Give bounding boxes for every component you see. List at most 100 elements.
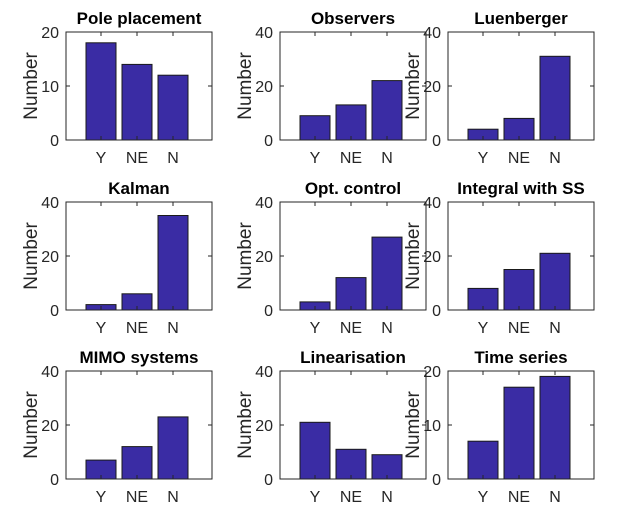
x-tick-label-y: Y xyxy=(310,320,321,337)
x-tick-label-y: Y xyxy=(478,320,489,337)
y-tick-label: 20 xyxy=(255,249,273,266)
y-tick-label: 40 xyxy=(255,195,273,212)
x-tick-label-ne: NE xyxy=(508,150,530,167)
subplot-3: 0 20 40 Y NE N Kalman Number xyxy=(21,179,213,337)
y-tick-label: 0 xyxy=(432,303,441,320)
bar-ne xyxy=(503,269,535,311)
x-tick-label-n: N xyxy=(549,320,561,337)
bar-n xyxy=(539,375,571,480)
y-tick-label: 0 xyxy=(264,472,273,489)
bar-n xyxy=(539,252,571,311)
bar-ne xyxy=(335,448,367,480)
x-tick-label-y: Y xyxy=(96,150,107,167)
y-axis-label: Number xyxy=(403,391,424,459)
x-tick-label-n: N xyxy=(167,489,179,506)
bar-n xyxy=(539,55,571,141)
y-tick-label: 20 xyxy=(41,249,59,266)
bar-ne xyxy=(121,446,153,480)
y-axis-label: Number xyxy=(403,52,424,120)
bar-y xyxy=(299,421,331,480)
x-tick-label-n: N xyxy=(549,150,561,167)
y-tick-label: 0 xyxy=(50,303,59,320)
x-tick-label-y: Y xyxy=(478,489,489,506)
x-tick-label-ne: NE xyxy=(126,489,148,506)
y-axis-label: Number xyxy=(21,391,42,459)
y-axis-label: Number xyxy=(21,222,42,290)
bar-ne xyxy=(335,104,367,141)
bar-n xyxy=(157,416,189,480)
x-tick-label-n: N xyxy=(381,150,393,167)
bar-ne xyxy=(121,63,153,141)
y-axis-label: Number xyxy=(403,222,424,290)
bar-ne xyxy=(335,277,367,311)
y-tick-label: 10 xyxy=(41,79,59,96)
subplot-title: Observers xyxy=(311,9,395,28)
subplot-title: Linearisation xyxy=(300,348,406,367)
bar-n xyxy=(371,80,403,141)
y-tick-label: 20 xyxy=(423,364,441,381)
y-tick-label: 40 xyxy=(423,25,441,42)
bar-n xyxy=(371,454,403,480)
subplot-title: Integral with SS xyxy=(457,179,585,198)
y-axis-label: Number xyxy=(235,222,256,290)
x-tick-label-y: Y xyxy=(96,489,107,506)
y-axis-label: Number xyxy=(235,391,256,459)
x-tick-label-ne: NE xyxy=(508,489,530,506)
subplot-8: 0 10 20 Y NE N Time series Number xyxy=(403,348,595,506)
bar-y xyxy=(85,42,117,141)
y-tick-label: 0 xyxy=(50,472,59,489)
subplot-title: Pole placement xyxy=(77,9,202,28)
y-tick-label: 40 xyxy=(255,25,273,42)
bar-n xyxy=(371,236,403,311)
x-tick-label-n: N xyxy=(381,489,393,506)
y-tick-label: 20 xyxy=(255,79,273,96)
y-axis-label: Number xyxy=(21,52,42,120)
y-tick-label: 40 xyxy=(255,364,273,381)
x-tick-label-n: N xyxy=(549,489,561,506)
y-tick-label: 0 xyxy=(432,472,441,489)
x-tick-label-ne: NE xyxy=(126,320,148,337)
y-axis-label: Number xyxy=(235,52,256,120)
y-tick-label: 40 xyxy=(41,364,59,381)
y-tick-label: 20 xyxy=(41,418,59,435)
subplot-2: 0 20 40 Y NE N Luenberger Number xyxy=(403,9,595,167)
x-tick-label-n: N xyxy=(167,320,179,337)
x-tick-label-y: Y xyxy=(310,489,321,506)
y-tick-label: 10 xyxy=(423,418,441,435)
y-tick-label: 0 xyxy=(264,303,273,320)
subplot-1: 0 20 40 Y NE N Observers Number xyxy=(235,9,427,167)
x-tick-label-n: N xyxy=(167,150,179,167)
x-tick-label-n: N xyxy=(381,320,393,337)
subplot-7: 0 20 40 Y NE N Linearisation Number xyxy=(235,348,427,506)
y-tick-label: 0 xyxy=(264,133,273,150)
subplot-5: 0 20 40 Y NE N Integral with SS Number xyxy=(403,179,595,337)
y-tick-label: 20 xyxy=(255,418,273,435)
subplot-title: Kalman xyxy=(108,179,169,198)
y-tick-label: 20 xyxy=(41,25,59,42)
subplot-0: 0 10 20 Y NE N Pole placement Number xyxy=(21,9,213,167)
y-tick-label: 40 xyxy=(423,195,441,212)
subplot-title: Opt. control xyxy=(305,179,401,198)
x-tick-label-y: Y xyxy=(96,320,107,337)
bar-y xyxy=(467,440,499,480)
bar-n xyxy=(157,215,189,311)
x-tick-label-y: Y xyxy=(310,150,321,167)
subplot-title: MIMO systems xyxy=(79,348,198,367)
bar-n xyxy=(157,74,189,141)
x-tick-label-ne: NE xyxy=(508,320,530,337)
y-tick-label: 20 xyxy=(423,249,441,266)
x-tick-label-ne: NE xyxy=(126,150,148,167)
x-tick-label-y: Y xyxy=(478,150,489,167)
x-tick-label-ne: NE xyxy=(340,489,362,506)
bar-ne xyxy=(503,386,535,480)
x-tick-label-ne: NE xyxy=(340,150,362,167)
x-tick-label-ne: NE xyxy=(340,320,362,337)
y-tick-label: 0 xyxy=(50,133,59,150)
subplot-title: Luenberger xyxy=(474,9,568,28)
subplot-title: Time series xyxy=(474,348,567,367)
y-tick-label: 0 xyxy=(432,133,441,150)
y-tick-label: 20 xyxy=(423,79,441,96)
subplot-6: 0 20 40 Y NE N MIMO systems Number xyxy=(21,348,213,506)
subplot-4: 0 20 40 Y NE N Opt. control Number xyxy=(235,179,427,337)
